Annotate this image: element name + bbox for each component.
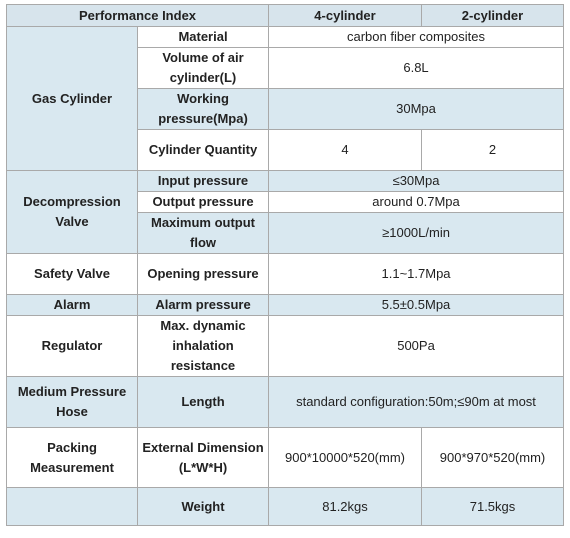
table-row: Volume of air cylinder(L) 6.8L — [7, 47, 565, 89]
row-label-max-output-flow: Maximum output flow — [136, 212, 270, 254]
table-row: Decompression Valve Input pressure ≤30Mp… — [6, 170, 565, 254]
value-max-output-flow: ≥1000L/min — [268, 212, 565, 254]
value-length: standard configuration:50m;≤90m at most — [268, 376, 565, 428]
value-alarm-pressure: 5.5±0.5Mpa — [268, 294, 565, 316]
table-row: Packing Measurement External Dimension (… — [6, 427, 565, 488]
table-row: Alarm Alarm pressure 5.5±0.5Mpa — [6, 294, 565, 316]
table-row: Regulator Max. dynamic inhalation resist… — [6, 315, 565, 377]
header-4-cylinder: 4-cylinder — [268, 4, 423, 27]
header-row: Performance Index 4-cylinder 2-cylinder — [5, 4, 565, 27]
value-weight-4: 81.2kgs — [268, 487, 423, 526]
group-medium-pressure-hose: Medium Pressure Hose — [6, 376, 138, 428]
row-label-opening-pressure: Opening pressure — [136, 253, 270, 295]
value-inhalation-resistance: 500Pa — [268, 315, 565, 377]
row-label-inhalation-resistance: Max. dynamic inhalation resistance — [136, 315, 270, 377]
group-packing-measurement: Packing Measurement — [6, 427, 138, 488]
group-regulator: Regulator — [6, 315, 138, 377]
row-label-material: Material — [136, 26, 270, 48]
row-label-working-pressure: Working pressure(Mpa) — [136, 88, 270, 130]
value-volume: 6.8L — [268, 47, 565, 89]
table-row: Cylinder Quantity 4 2 — [7, 129, 565, 171]
header-performance-index: Performance Index — [5, 4, 270, 27]
value-working-pressure: 30Mpa — [268, 88, 565, 130]
group-safety-valve: Safety Valve — [6, 253, 138, 295]
value-opening-pressure: 1.1~1.7Mpa — [268, 253, 565, 295]
value-dimension-4: 900*10000*520(mm) — [268, 427, 423, 488]
table-row: Safety Valve Opening pressure 1.1~1.7Mpa — [6, 253, 565, 295]
value-quantity-2: 2 — [421, 129, 565, 171]
row-label-length: Length — [136, 376, 270, 428]
empty-cell — [6, 487, 138, 526]
value-dimension-2: 900*970*520(mm) — [421, 427, 565, 488]
row-label-cylinder-quantity: Cylinder Quantity — [136, 129, 270, 171]
value-material: carbon fiber composites — [268, 26, 565, 48]
performance-table: Performance Index 4-cylinder 2-cylinder … — [5, 4, 565, 526]
group-gas-cylinder: Gas Cylinder — [6, 26, 138, 171]
row-label-volume: Volume of air cylinder(L) — [136, 47, 270, 89]
group-alarm: Alarm — [6, 294, 138, 316]
value-input-pressure: ≤30Mpa — [268, 170, 565, 192]
table-row: Working pressure(Mpa) 30Mpa — [7, 88, 565, 130]
table-row: Medium Pressure Hose Length standard con… — [6, 376, 565, 428]
table-row: Maximum output flow ≥1000L/min — [7, 212, 565, 254]
table-row: Gas Cylinder Material carbon fiber compo… — [6, 26, 565, 171]
row-label-alarm-pressure: Alarm pressure — [136, 294, 270, 316]
row-label-output-pressure: Output pressure — [136, 191, 270, 213]
value-output-pressure: around 0.7Mpa — [268, 191, 565, 213]
value-quantity-4: 4 — [268, 129, 423, 171]
row-label-input-pressure: Input pressure — [136, 170, 270, 192]
value-weight-2: 71.5kgs — [421, 487, 565, 526]
row-label-external-dimension: External Dimension (L*W*H) — [136, 427, 270, 488]
group-decompression-valve: Decompression Valve — [6, 170, 138, 254]
header-2-cylinder: 2-cylinder — [421, 4, 565, 27]
row-label-weight: Weight — [136, 487, 270, 526]
table-row: Weight 81.2kgs 71.5kgs — [6, 487, 565, 526]
